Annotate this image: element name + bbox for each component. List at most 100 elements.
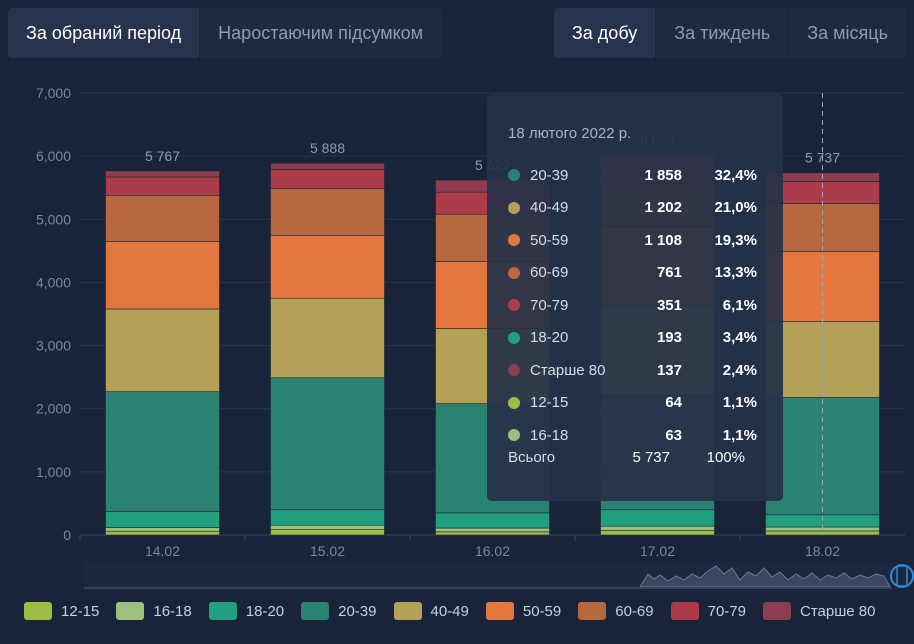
bar-segment-12-15[interactable] [600, 530, 715, 536]
tab-selected-period[interactable]: За обраний період [8, 8, 201, 58]
legend-label: 60-69 [615, 602, 654, 620]
tooltip-series-name: 50-59 [530, 231, 569, 249]
y-tick-label: 2,000 [36, 401, 71, 417]
legend-item[interactable]: 18-20 [208, 602, 285, 620]
legend-swatch [578, 602, 607, 620]
legend-swatch [301, 602, 330, 620]
tab-daily[interactable]: За добу [553, 8, 657, 58]
legend-item[interactable]: 70-79 [670, 602, 746, 620]
bar-segment-16-18[interactable] [600, 525, 715, 531]
legend-item[interactable]: 60-69 [578, 602, 654, 620]
y-tick-label: 0 [63, 527, 71, 543]
navigator-handle[interactable] [890, 564, 914, 588]
y-tick-label: 5,000 [36, 211, 71, 227]
tooltip-series-pct: 1,1% [722, 426, 757, 444]
series-color-dot [508, 396, 520, 409]
tooltip-total-label: Всього [508, 449, 556, 466]
tooltip-series-name: 40-49 [530, 199, 569, 217]
bar-segment-старше-80[interactable] [270, 162, 385, 170]
tooltip-rows: 20-39 1 858 32,4% 40-49 1 202 21,0% 50-59 1 108… [508, 159, 770, 452]
legend-label: 16-18 [153, 602, 192, 620]
series-color-dot [508, 364, 520, 377]
tooltip-row: 70-79 351 6,1% [508, 289, 770, 322]
legend-swatch [208, 602, 237, 620]
series-color-dot [508, 299, 520, 312]
tooltip-series-value: 761 [656, 264, 682, 282]
series-color-dot [508, 201, 520, 214]
series-color-dot [508, 331, 520, 344]
tooltip-series-pct: 19,3% [714, 231, 757, 249]
bar-segment-40-49[interactable] [270, 297, 385, 379]
bar-segment-60-69[interactable] [270, 188, 385, 237]
y-tick-label: 6,000 [36, 148, 71, 164]
legend-item[interactable]: 20-39 [301, 602, 377, 620]
chart-tooltip: 18 лютого 2022 р. 20-39 1 858 32,4% 40-49 1 … [487, 94, 783, 501]
tooltip-series-value: 137 [656, 361, 682, 379]
tooltip-date: 18 лютого 2022 р. [508, 125, 632, 142]
series-color-dot [508, 429, 520, 442]
range-navigator[interactable] [84, 562, 914, 590]
bar-segment-12-15[interactable] [105, 530, 220, 536]
legend-swatch [393, 602, 422, 620]
bar-segment-70-79[interactable] [270, 169, 385, 189]
bar-segment-12-15[interactable] [270, 529, 385, 536]
tooltip-series-pct: 32,4% [714, 166, 757, 184]
tab-cumulative[interactable]: Наростаючим підсумком [200, 8, 442, 58]
bar-segment-16-18[interactable] [270, 524, 385, 530]
bar-segment-18-20[interactable] [435, 512, 550, 529]
tooltip-total-value: 5 737 [632, 449, 670, 466]
legend-label: Старше 80 [800, 602, 876, 620]
legend-item[interactable]: 16-18 [116, 602, 192, 620]
legend-label: 12-15 [61, 602, 100, 620]
bar-segment-50-59[interactable] [105, 241, 220, 310]
tab-monthly[interactable]: За місяць [789, 8, 906, 58]
legend-swatch [485, 602, 514, 620]
tab-weekly[interactable]: За тиждень [656, 8, 790, 58]
bar-total-label: 5 888 [310, 140, 345, 156]
bar-segment-18-20[interactable] [105, 511, 220, 528]
bar-segment-16-18[interactable] [105, 527, 220, 532]
bar-segment-12-15[interactable] [435, 531, 550, 536]
navigator-handle-grip[interactable] [896, 565, 908, 587]
tooltip-series-pct: 3,4% [722, 329, 757, 347]
legend-item[interactable]: 12-15 [24, 602, 99, 620]
tooltip-series-value: 1 202 [644, 199, 682, 217]
bar-segment-40-49[interactable] [105, 308, 220, 392]
bar-segment-20-39[interactable] [105, 391, 220, 512]
legend-swatch [670, 602, 699, 620]
bar-segment-70-79[interactable] [105, 176, 220, 196]
x-tick-label: 18.02 [805, 543, 840, 559]
tooltip-row: Старше 80 137 2,4% [508, 354, 770, 387]
legend-item[interactable]: 50-59 [485, 602, 562, 620]
tooltip-series-name: 70-79 [530, 296, 569, 314]
x-axis-labels: 14.02 15.02 16.02 17.02 18.02 [145, 543, 840, 559]
legend-label: 50-59 [522, 602, 562, 620]
legend-swatch [763, 602, 791, 620]
y-tick-label: 3,000 [36, 338, 71, 354]
series-color-dot [508, 169, 520, 182]
bar-segment-16-18[interactable] [435, 527, 550, 533]
legend-label: 20-39 [338, 602, 377, 620]
y-tick-label: 7,000 [36, 85, 71, 101]
tooltip-series-name: 20-39 [530, 166, 569, 184]
tooltip-row: 18-20 193 3,4% [508, 322, 770, 355]
tooltip-series-value: 193 [656, 329, 682, 347]
bar-segment-20-39[interactable] [270, 377, 385, 511]
tooltip-series-name: 60-69 [530, 264, 569, 282]
tooltip-series-name: 16-18 [530, 426, 569, 444]
bar-segment-50-59[interactable] [270, 235, 385, 299]
y-axis-labels: 0 1,000 2,000 3,000 4,000 5,000 6,000 7,000 [36, 85, 71, 543]
x-tick-label: 17.02 [640, 543, 675, 559]
legend-item[interactable]: Старше 80 [763, 602, 875, 620]
legend-label: 18-20 [245, 602, 285, 620]
tooltip-series-value: 64 [665, 394, 682, 412]
tooltip-series-pct: 2,4% [722, 361, 757, 379]
bar-segment-18-20[interactable] [600, 509, 715, 527]
tooltip-series-value: 1 108 [644, 231, 682, 249]
bar-segment-60-69[interactable] [105, 194, 220, 242]
legend-item[interactable]: 40-49 [393, 602, 469, 620]
bar-segment-старше-80[interactable] [105, 170, 220, 178]
tooltip-row: 60-69 761 13,3% [508, 257, 770, 290]
tooltip-series-value: 351 [656, 296, 682, 314]
bar-segment-18-20[interactable] [270, 509, 385, 526]
